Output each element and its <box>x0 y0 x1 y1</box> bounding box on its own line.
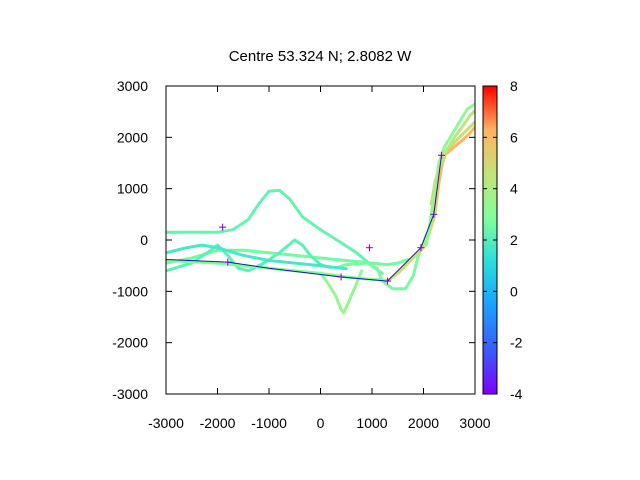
y-tick-label: 1000 <box>117 181 148 197</box>
y-tick-label: -3000 <box>112 386 148 402</box>
x-tick-label: 3000 <box>459 415 490 431</box>
track-lines <box>166 102 475 315</box>
route-marker-3 <box>383 277 391 285</box>
colorbar-tick-label: 6 <box>510 129 518 145</box>
x-tick-label: -1000 <box>251 415 287 431</box>
track-line-5 <box>319 269 364 315</box>
track-line-6 <box>334 218 436 291</box>
route-marker-5 <box>430 210 438 218</box>
route-line <box>165 155 442 282</box>
x-axis: -3000 -2000 -1000 0 1000 2000 3000 <box>148 86 491 431</box>
track-line-1 <box>166 188 384 275</box>
colorbar-tick-label: -4 <box>510 386 523 402</box>
track-line-2 <box>166 248 410 267</box>
y-tick-label: -1000 <box>112 283 148 299</box>
colorbar-tick-label: 0 <box>510 283 518 299</box>
plot-frame <box>165 85 476 395</box>
colorbar-tick-label: 4 <box>510 181 518 197</box>
x-tick-label: 1000 <box>356 415 387 431</box>
colorbar-tick-label: -2 <box>510 335 523 351</box>
colorbar-tick-label: 2 <box>510 232 518 248</box>
y-tick-label: 0 <box>140 232 148 248</box>
route-marker-6 <box>438 151 446 159</box>
x-tick-label: -2000 <box>200 415 236 431</box>
y-tick-label: 3000 <box>117 78 148 94</box>
x-tick-label: 0 <box>317 415 325 431</box>
y-tick-label: 2000 <box>117 129 148 145</box>
y-tick-label: -2000 <box>112 335 148 351</box>
route-marker-2 <box>337 273 345 281</box>
track-line-11 <box>166 243 348 271</box>
track-line-10 <box>429 109 475 206</box>
waypoint-marker-2 <box>365 244 373 252</box>
y-axis: -3000 -2000 -1000 0 1000 2000 3000 <box>112 78 475 402</box>
route-marker-4 <box>417 244 425 252</box>
route-marker-1 <box>224 258 232 266</box>
route-path <box>165 155 442 282</box>
colorbar-axis: -4 -2 0 2 4 6 8 <box>483 78 523 402</box>
route-markers <box>219 151 446 285</box>
track-line-8 <box>432 125 475 211</box>
waypoint-marker-1 <box>219 223 227 231</box>
x-tick-label: 2000 <box>408 415 439 431</box>
x-tick-label: -3000 <box>148 415 184 431</box>
chart-title: Centre 53.324 N; 2.8082 W <box>229 48 412 65</box>
track-line-7 <box>385 120 475 283</box>
colorbar-tick-label: 8 <box>510 78 518 94</box>
